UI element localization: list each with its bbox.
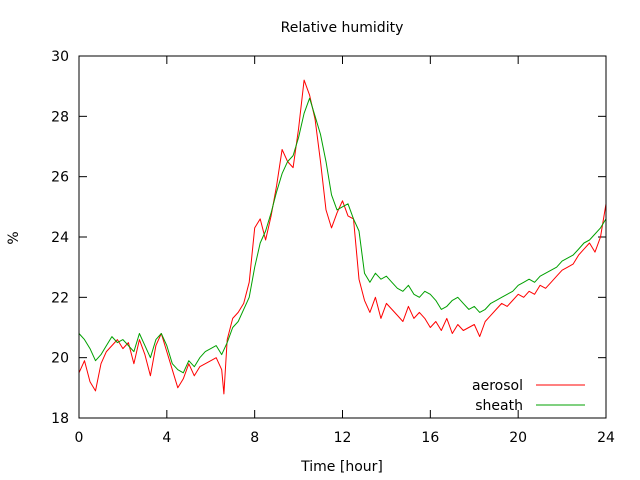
y-tick-label: 28: [51, 109, 69, 125]
y-tick-label: 26: [51, 170, 69, 186]
plot-frame: [78, 55, 607, 419]
legend-label-aerosol: aerosol: [472, 378, 523, 394]
chart-title: Relative humidity: [281, 20, 404, 36]
legend-label-sheath: sheath: [475, 398, 523, 414]
x-tick-label: 16: [421, 430, 439, 446]
y-tick-label: 30: [51, 49, 69, 65]
x-tick-label: 12: [334, 430, 352, 446]
x-axis-label: Time [hour]: [300, 459, 383, 475]
y-tick-label: 24: [51, 230, 69, 246]
series-line-sheath: [78, 97, 607, 374]
x-tick-label: 0: [75, 430, 84, 446]
x-tick-label: 4: [162, 430, 171, 446]
legend: aerosol sheath: [472, 378, 585, 414]
y-tick-label: 18: [51, 411, 69, 427]
y-tick-label: 22: [51, 290, 69, 306]
series-lines: [78, 79, 607, 395]
y-axis-label: %: [6, 231, 22, 244]
x-tick-label: 24: [597, 430, 615, 446]
x-tick-label: 8: [250, 430, 259, 446]
x-tick-label: 20: [509, 430, 527, 446]
y-tick-label: 20: [51, 351, 69, 367]
series-line-aerosol: [78, 79, 607, 395]
